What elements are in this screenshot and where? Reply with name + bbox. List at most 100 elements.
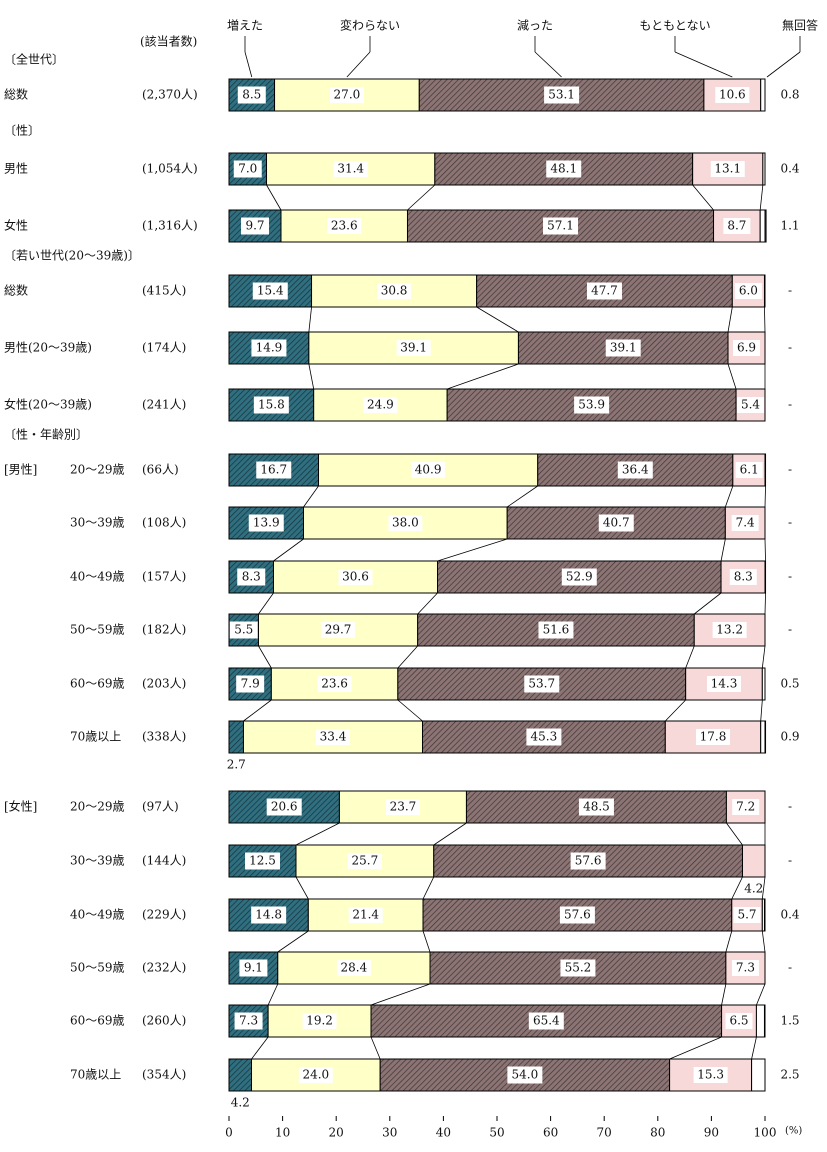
bar-frame	[228, 331, 766, 365]
value-label: 2.5	[780, 1068, 799, 1082]
bar-frame	[228, 152, 766, 186]
bar-frame	[228, 1058, 766, 1092]
bar-segment	[760, 78, 766, 112]
count-header: (該当者数)	[140, 34, 197, 49]
value-label: -	[788, 284, 792, 298]
row-label: 30～39歳	[70, 516, 125, 530]
row-label: 60～69歳	[70, 677, 125, 691]
connector	[764, 485, 766, 508]
row-label: 50～59歳	[70, 961, 125, 975]
value-label: 53.1	[548, 88, 575, 102]
connector	[273, 538, 304, 562]
value-label: -	[788, 623, 792, 637]
connector	[417, 592, 438, 615]
label-box	[248, 514, 284, 532]
value-label: 52.9	[566, 570, 593, 584]
value-label: -	[788, 570, 792, 584]
label-box	[538, 621, 574, 639]
connector	[295, 822, 340, 846]
label-box	[237, 86, 266, 104]
row-count: (260人)	[142, 1014, 186, 1028]
x-tick-label: 40	[436, 1126, 451, 1140]
connector	[761, 876, 766, 900]
connector	[433, 822, 467, 846]
bar-frame	[228, 898, 766, 932]
connector	[422, 876, 435, 900]
label-box	[731, 515, 759, 531]
value-label: 24.0	[302, 1068, 329, 1082]
value-label: 1.5	[780, 1014, 799, 1028]
value-label: 0.5	[780, 677, 799, 691]
label-box	[725, 1013, 753, 1029]
label-box	[266, 798, 302, 816]
connector	[685, 645, 695, 669]
group-header: 〔若い世代(20～39歳)〕	[4, 249, 140, 263]
value-label: 6.5	[729, 1014, 748, 1028]
bar-frame	[228, 274, 766, 308]
legend-label: 無回答	[782, 18, 818, 33]
value-label: 39.1	[610, 341, 637, 355]
value-label: 53.9	[578, 398, 605, 412]
connector	[764, 306, 766, 333]
label-box	[693, 1067, 728, 1083]
value-label: 16.7	[260, 463, 287, 477]
value-label: 55.2	[565, 961, 592, 975]
connector	[397, 645, 418, 669]
label-box	[315, 729, 350, 745]
connector	[303, 485, 319, 508]
value-label: -	[788, 463, 792, 477]
value-label: 1.1	[780, 219, 799, 233]
connector	[727, 363, 737, 390]
x-tick-label: 20	[329, 1126, 344, 1140]
label-box	[715, 87, 750, 103]
row-label: 男性(20～39歳)	[4, 341, 92, 355]
value-label: 7.2	[736, 800, 755, 814]
value-label: 14.8	[255, 908, 282, 922]
x-unit: (%)	[785, 1126, 802, 1137]
bar-frame	[228, 506, 766, 540]
connector	[447, 363, 519, 390]
row-label: 50～59歳	[70, 623, 125, 637]
value-label: 17.8	[700, 730, 727, 744]
row-label: 女性	[4, 218, 28, 233]
value-label: 23.7	[390, 800, 417, 814]
connector	[720, 538, 726, 562]
row-count: (66人)	[142, 463, 179, 477]
value-label: 40.7	[603, 516, 630, 530]
value-label: 8.3	[734, 570, 753, 584]
connector	[756, 983, 766, 1006]
x-tick-label: 70	[597, 1126, 612, 1140]
label-box	[321, 622, 356, 638]
value-label: 48.1	[550, 162, 577, 176]
x-tick-label: 100	[754, 1126, 777, 1140]
label-box	[546, 160, 582, 178]
connector	[764, 592, 766, 615]
value-label: 5.5	[234, 623, 253, 637]
value-label: 19.2	[306, 1014, 333, 1028]
label-box	[363, 397, 398, 413]
subgroup-label: [女性]	[4, 799, 37, 814]
value-label: 13.2	[716, 623, 743, 637]
leader-line	[244, 51, 253, 78]
label-box	[239, 959, 268, 977]
row-count: (354人)	[142, 1068, 186, 1082]
connector	[724, 485, 734, 508]
bar-segment	[751, 1058, 766, 1092]
bar-frame	[228, 78, 766, 112]
value-label: 57.1	[547, 219, 574, 233]
label-box	[561, 568, 597, 586]
value-label: 9.7	[245, 219, 264, 233]
label-box	[229, 621, 258, 639]
connector	[761, 930, 766, 953]
connector	[243, 699, 272, 722]
value-label: 7.9	[241, 677, 260, 691]
value-label: 25.7	[352, 854, 379, 868]
label-box	[605, 339, 641, 357]
label-box	[333, 161, 368, 177]
group-header: 〔性〕	[4, 124, 40, 138]
value-label: -	[788, 398, 792, 412]
connector	[751, 1036, 757, 1060]
value-label: 28.4	[341, 961, 368, 975]
bar-segment	[761, 898, 765, 932]
row-label: 40～49歳	[70, 570, 125, 584]
